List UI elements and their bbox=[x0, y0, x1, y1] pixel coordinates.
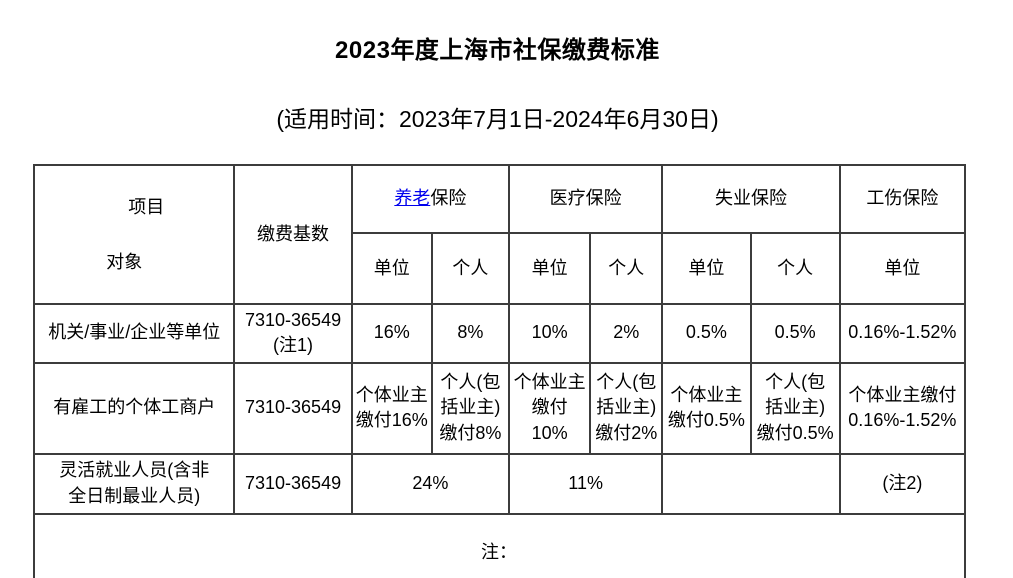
header-group-unemployment: 失业保险 bbox=[661, 163, 841, 235]
header-label-item: 项目 bbox=[128, 196, 165, 217]
injury-unit-cell: (注2) bbox=[838, 452, 967, 515]
pension-person-cell: 个人(包 括业主) 缴付8% bbox=[430, 361, 511, 455]
subheader-medical-person: 个人 bbox=[589, 232, 664, 305]
row-label-cell: 机关/事业/企业等单位 bbox=[32, 302, 236, 364]
pension-merged-cell: 24% bbox=[350, 452, 511, 515]
row-label-cell: 有雇工的个体工商户 bbox=[32, 361, 236, 455]
medical-person-cell: 个人(包 括业主) 缴付2% bbox=[589, 361, 664, 455]
page-title: 2023年度上海市社保缴费标准 bbox=[335, 37, 660, 64]
pension-label-rest: 保险 bbox=[430, 188, 467, 209]
pension-link[interactable]: 养老 bbox=[394, 188, 431, 209]
payment-base-cell: 7310-36549 bbox=[233, 452, 353, 515]
subheader-pension-unit: 单位 bbox=[350, 232, 433, 305]
payment-base-cell: 7310-36549 bbox=[233, 361, 353, 455]
unemployment-unit-cell: 个体业主 缴付0.5% bbox=[661, 361, 752, 455]
unemployment-merged-cell bbox=[661, 452, 841, 515]
pension-person-cell: 8% bbox=[430, 302, 511, 364]
table-row-gov-enterprise: 机关/事业/企业等单位 7310-36549 (注1) 16% 8% 10% 2… bbox=[32, 302, 967, 364]
header-label-target: 对象 bbox=[106, 252, 143, 273]
subheader-unemployment-unit: 单位 bbox=[661, 232, 752, 305]
unemployment-person-cell: 个人(包 括业主) 缴付0.5% bbox=[749, 361, 841, 455]
row-label-cell: 灵活就业人员(含非 全日制最业人员) bbox=[32, 452, 236, 515]
pension-unit-cell: 个体业主 缴付16% bbox=[350, 361, 433, 455]
table-row-individual-business: 有雇工的个体工商户 7310-36549 个体业主 缴付16% 个人(包 括业主… bbox=[32, 361, 967, 455]
header-group-pension: 养老保险 bbox=[350, 163, 511, 235]
pension-unit-cell: 16% bbox=[350, 302, 433, 364]
medical-unit-cell: 10% bbox=[507, 302, 592, 364]
header-cell-category: 项目 对象 bbox=[32, 164, 236, 305]
medical-merged-cell: 11% bbox=[507, 452, 664, 515]
subheader-injury-unit: 单位 bbox=[838, 232, 967, 305]
notes-cell: 注： 1. 单位缴费基数按单位内职工个人月缴费基数之和确定； 2. 按照 上海市… bbox=[33, 512, 966, 578]
table-row-flexible-employment: 灵活就业人员(含非 全日制最业人员) 7310-36549 24% 11% (注… bbox=[32, 452, 967, 515]
unemployment-person-cell: 0.5% bbox=[749, 302, 841, 364]
header-group-work-injury: 工伤保险 bbox=[838, 163, 967, 235]
header-group-medical: 医疗保险 bbox=[507, 163, 664, 235]
injury-unit-cell: 0.16%-1.52% bbox=[838, 302, 967, 364]
payment-base-cell: 7310-36549 (注1) bbox=[233, 302, 353, 364]
unemployment-unit-cell: 0.5% bbox=[661, 302, 752, 364]
medical-unit-cell: 个体业主 缴付 10% bbox=[507, 361, 592, 455]
notes-label: 注： bbox=[481, 542, 517, 563]
subheader-medical-unit: 单位 bbox=[507, 232, 592, 305]
subheader-unemployment-person: 个人 bbox=[749, 232, 841, 305]
social-insurance-rate-table: 项目 对象 缴费基数 养老保险 医疗保险 失业保险 工伤保险 单位 个人 单位 … bbox=[32, 163, 967, 578]
medical-person-cell: 2% bbox=[589, 302, 664, 364]
subheader-pension-person: 个人 bbox=[430, 232, 511, 305]
injury-unit-cell: 个体业主缴付 0.16%-1.52% bbox=[838, 361, 967, 455]
header-cell-payment-base: 缴费基数 bbox=[233, 164, 353, 305]
table-row-notes: 注： 1. 单位缴费基数按单位内职工个人月缴费基数之和确定； 2. 按照 上海市… bbox=[33, 512, 966, 578]
page-subtitle: (适用时间：2023年7月1日-2024年6月30日) bbox=[276, 106, 719, 132]
